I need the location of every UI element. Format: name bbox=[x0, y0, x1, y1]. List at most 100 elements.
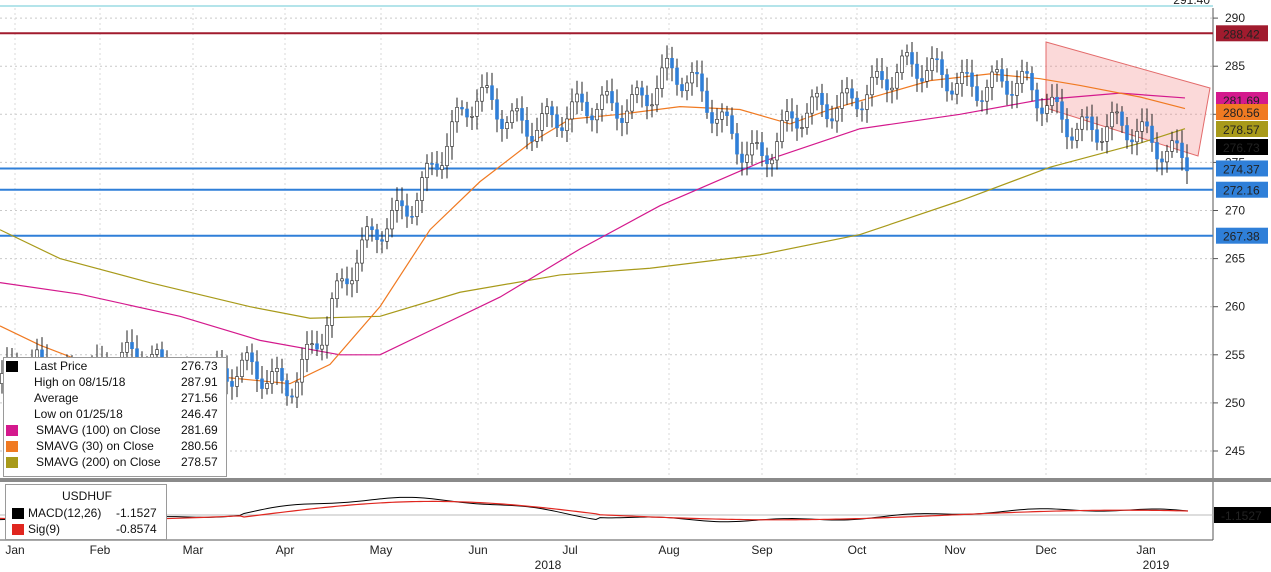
y-tick-label: 250 bbox=[1225, 396, 1245, 410]
candle-body bbox=[1005, 80, 1009, 95]
candle-body bbox=[835, 108, 839, 122]
candle-body bbox=[270, 371, 274, 384]
x-month-label: Mar bbox=[183, 543, 204, 557]
candle-body bbox=[375, 229, 379, 240]
candle-body bbox=[610, 91, 614, 104]
macd-legend: USDHUF MACD(12,26) -1.1527 Sig(9) -0.857… bbox=[5, 484, 167, 540]
candle-body bbox=[745, 154, 749, 163]
candle-body bbox=[435, 163, 439, 170]
candle-body bbox=[155, 349, 159, 355]
candle-body bbox=[985, 87, 989, 102]
candle-body bbox=[1180, 142, 1184, 158]
candle-body bbox=[930, 58, 934, 71]
candle-body bbox=[890, 87, 894, 91]
candle-body bbox=[1090, 116, 1094, 131]
candle-body bbox=[385, 228, 389, 242]
candle-body bbox=[1175, 140, 1179, 144]
candle-body bbox=[600, 94, 604, 110]
chart-legend: Last Price 276.73 High on 08/15/18 287.9… bbox=[3, 357, 227, 477]
y-tick-label: 270 bbox=[1225, 204, 1245, 218]
candle-body bbox=[405, 205, 409, 217]
candle-body bbox=[630, 94, 634, 112]
candle-body bbox=[1185, 157, 1189, 172]
candle-body bbox=[900, 55, 904, 74]
y-tick-label: 255 bbox=[1225, 348, 1245, 362]
level-tag-label: 267.38 bbox=[1223, 230, 1260, 244]
y-tick-label: 260 bbox=[1225, 300, 1245, 314]
candle-body bbox=[905, 52, 909, 57]
candle-body bbox=[840, 92, 844, 109]
candle-body bbox=[760, 142, 764, 157]
candle-body bbox=[805, 112, 809, 128]
candle-body bbox=[415, 200, 419, 217]
candle-body bbox=[355, 262, 359, 282]
candle-body bbox=[570, 101, 574, 120]
candle-body bbox=[810, 96, 814, 114]
candle-body bbox=[350, 280, 354, 285]
candle-body bbox=[980, 100, 984, 102]
candle-body bbox=[1170, 140, 1174, 152]
candle-body bbox=[335, 280, 339, 299]
candle-body bbox=[525, 120, 529, 137]
candle-body bbox=[720, 111, 724, 120]
candle-body bbox=[1130, 139, 1134, 143]
candle-body bbox=[1065, 119, 1069, 138]
candle-body bbox=[530, 136, 534, 142]
x-month-label: Oct bbox=[848, 543, 867, 557]
y-tick-label: 265 bbox=[1225, 252, 1245, 266]
candle-body bbox=[400, 200, 404, 207]
candle-body bbox=[635, 87, 639, 95]
candle-body bbox=[925, 70, 929, 82]
x-month-label: Aug bbox=[658, 543, 679, 557]
candle-body bbox=[260, 378, 264, 389]
candle-body bbox=[1055, 96, 1059, 103]
candle-body bbox=[590, 115, 594, 121]
candle-body bbox=[910, 52, 914, 65]
candle-body bbox=[735, 133, 739, 155]
candle-body bbox=[520, 108, 524, 121]
candle-body bbox=[730, 115, 734, 134]
candle-body bbox=[960, 72, 964, 84]
candle-body bbox=[885, 79, 889, 91]
candle-body bbox=[665, 58, 669, 69]
candle-body bbox=[1100, 141, 1104, 143]
candle-body bbox=[825, 104, 829, 120]
candle-body bbox=[440, 165, 444, 170]
candle-body bbox=[1075, 128, 1079, 141]
candle-body bbox=[395, 200, 399, 211]
x-year-label: 2019 bbox=[1143, 558, 1170, 572]
candle-body bbox=[275, 368, 279, 372]
candle-body bbox=[895, 72, 899, 89]
candle-body bbox=[460, 107, 464, 110]
candle-body bbox=[365, 226, 369, 241]
candle-body bbox=[1060, 101, 1064, 120]
candle-body bbox=[430, 163, 434, 165]
candle-body bbox=[710, 112, 714, 124]
candle-body bbox=[685, 82, 689, 92]
candle-body bbox=[295, 381, 299, 398]
candle-body bbox=[1070, 136, 1074, 141]
candle-body bbox=[495, 99, 499, 120]
y-tick-label: 245 bbox=[1225, 444, 1245, 458]
sma100-line bbox=[0, 92, 1186, 356]
candle-body bbox=[775, 141, 779, 161]
x-month-label: Sep bbox=[751, 543, 773, 557]
candle-body bbox=[545, 106, 549, 114]
candle-body bbox=[945, 74, 949, 92]
candle-body bbox=[555, 114, 559, 129]
candle-body bbox=[695, 72, 699, 75]
candle-body bbox=[330, 298, 334, 326]
x-month-label: Jun bbox=[468, 543, 487, 557]
candle-body bbox=[615, 102, 619, 119]
candle-body bbox=[800, 127, 804, 129]
x-year-label: 2018 bbox=[535, 558, 562, 572]
candle-body bbox=[845, 88, 849, 94]
candle-body bbox=[1015, 83, 1019, 96]
candle-body bbox=[780, 120, 784, 142]
candle-body bbox=[990, 71, 994, 88]
candle-body bbox=[1155, 142, 1159, 160]
candle-body bbox=[875, 71, 879, 78]
x-month-label: May bbox=[370, 543, 393, 557]
candle-body bbox=[470, 115, 474, 118]
candle-body bbox=[230, 381, 234, 387]
